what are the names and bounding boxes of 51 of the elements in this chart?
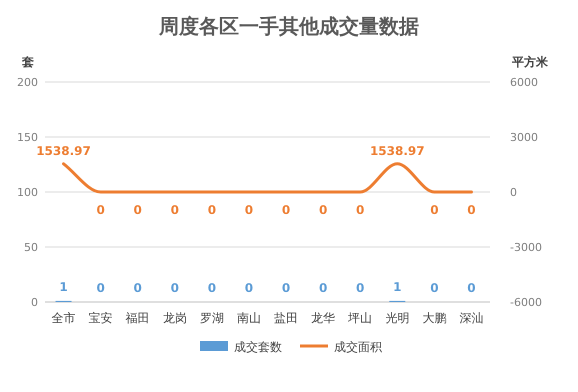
- y-tick-label: 100: [17, 186, 38, 199]
- y-tick-label: 200: [17, 76, 38, 89]
- data-label: 1: [393, 280, 402, 294]
- data-label: 0: [170, 281, 179, 295]
- data-label: 0: [208, 281, 216, 295]
- x-tick-label: 福田: [126, 311, 150, 325]
- data-label: 0: [282, 281, 290, 295]
- y2-axis-title: 平方米: [511, 55, 549, 69]
- y-tick-label: 150: [17, 131, 38, 144]
- data-label: 1538.97: [370, 144, 425, 158]
- data-label: 0: [318, 203, 328, 217]
- y-axis-title: 套: [21, 55, 34, 69]
- data-label: 0: [282, 203, 290, 217]
- x-tick-label: 罗湖: [200, 311, 224, 325]
- data-label: 0: [134, 203, 142, 217]
- x-tick-label: 光明: [385, 311, 410, 325]
- data-label: 0: [244, 203, 254, 217]
- data-label: 0: [208, 203, 216, 217]
- x-tick-label: 宝安: [88, 311, 113, 325]
- y-tick-label: 50: [24, 241, 38, 254]
- legend-label: 成交套数: [234, 340, 282, 354]
- data-label: 0: [134, 281, 142, 295]
- data-label: 0: [356, 281, 364, 295]
- y2-tick-label: 0: [510, 186, 517, 199]
- y2-tick-label: 6000: [510, 76, 538, 89]
- y2-tick-label: -6000: [510, 296, 542, 309]
- data-label: 0: [467, 281, 476, 295]
- x-tick-label: 坪山: [347, 311, 372, 325]
- data-label: 0: [430, 281, 439, 295]
- data-label: 0: [96, 281, 105, 295]
- data-label: 1538.97: [36, 144, 91, 158]
- data-label: 0: [356, 203, 364, 217]
- chart-title: 周度各区一手其他成交量数据: [158, 14, 419, 38]
- y2-tick-label: 3000: [510, 131, 538, 144]
- x-tick-label: 盐田: [274, 311, 298, 325]
- x-tick-label: 南山: [236, 311, 261, 325]
- data-label: 0: [467, 203, 476, 217]
- data-label: 1: [59, 280, 68, 294]
- data-label: 0: [170, 203, 179, 217]
- data-label: 0: [430, 203, 439, 217]
- x-tick-label: 龙华: [311, 311, 336, 325]
- y2-tick-label: -3000: [510, 241, 542, 254]
- legend-label: 成交面积: [334, 340, 382, 354]
- x-tick-label: 全市: [52, 311, 76, 325]
- x-tick-label: 大鹏: [422, 311, 446, 325]
- y-tick-label: 0: [31, 296, 38, 309]
- data-label: 0: [318, 281, 328, 295]
- x-tick-label: 深汕: [459, 311, 484, 325]
- data-label: 0: [96, 203, 105, 217]
- x-tick-label: 龙岗: [162, 311, 187, 325]
- data-label: 0: [244, 281, 254, 295]
